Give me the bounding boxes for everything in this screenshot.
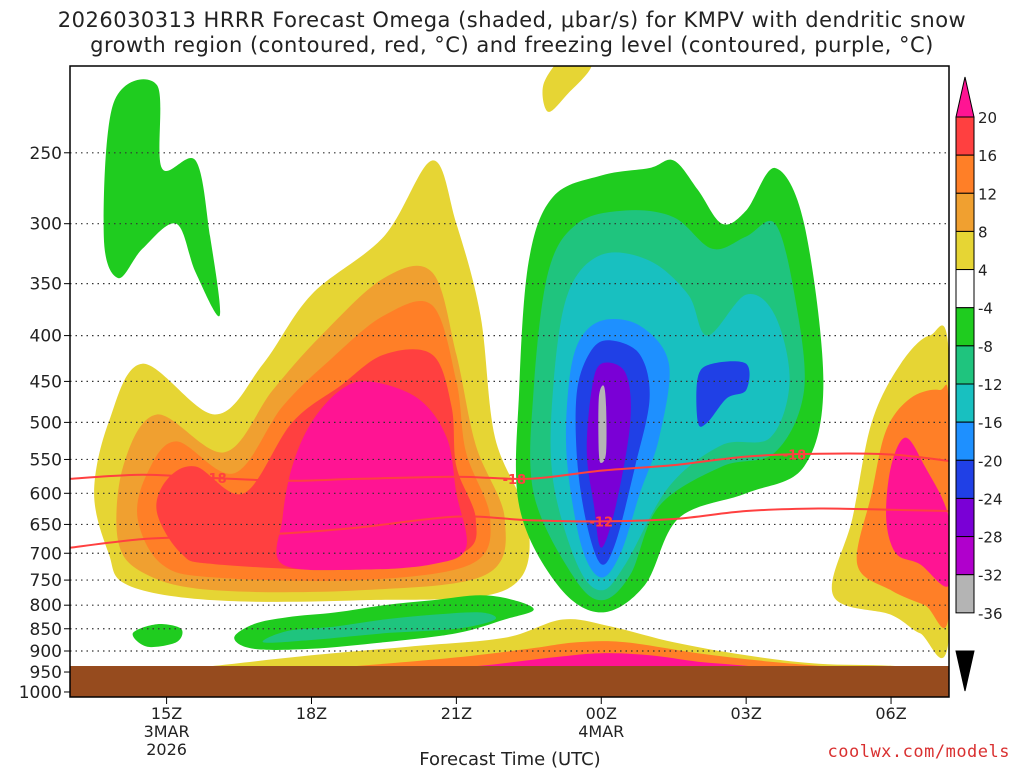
x-tick-date-15Z: 3MAR [144,722,190,741]
colorbar-segment-5 [955,307,975,347]
colorbar-segment-4 [955,269,975,309]
contour-line-1 [70,507,949,549]
y-tick-label-700: 700 [30,544,62,564]
x-tick-label-21Z: 21Z [441,704,472,723]
contour-line-0 [70,452,949,482]
colorbar-segment-2 [955,192,975,232]
colorbar-segment-6 [955,345,975,385]
colorbar-label-11: -28 [978,529,1003,547]
colorbar-label-9: -20 [978,452,1003,470]
ground-terrain [70,666,949,697]
site-credit[interactable]: coolwx.com/models [827,742,1010,762]
y-tick-label-1000: 1000 [19,683,62,703]
y-tick-label-400: 400 [30,327,62,347]
omega-region-15 [132,624,183,648]
colorbar-segment-12 [955,574,975,614]
contour-label-0-2: -18 [783,448,807,463]
colorbar-label-13: -36 [978,605,1003,623]
contour-label-1-0: -12 [590,515,614,530]
omega-region-12 [696,361,750,427]
colorbar-segment-9 [955,459,975,499]
temperature-contours: -18-18-18-120 [70,448,949,686]
colorbar-bottom-arrow [955,650,975,692]
colorbar-segment-3 [955,230,975,271]
colorbar-segment-11 [955,536,975,576]
colorbar: 20 16 12 8 4 -4 -8 -12 -16 -20 -24 -28 -32 -36 [955,76,1003,692]
omega-shading-layer [70,66,949,697]
x-tick-label-03Z: 03Z [730,704,761,723]
omega-region-10 [586,362,631,548]
y-tick-label-500: 500 [30,413,62,433]
colorbar-segment-8 [955,421,975,461]
colorbar-segment-1 [955,154,975,194]
omega-region-16 [103,79,221,317]
colorbar-label-7: -12 [978,376,1003,394]
colorbar-label-3: 8 [978,223,988,241]
y-tick-label-250: 250 [30,144,62,164]
colorbar-label-5: -4 [978,300,993,318]
y-tick-label-550: 550 [30,450,62,470]
contour-label-0-0: -18 [203,472,227,487]
omega-region-23 [542,66,592,112]
colorbar-segment-7 [955,383,975,423]
y-tick-label-900: 900 [30,642,62,662]
colorbar-segment-0 [955,116,975,156]
y-tick-label-600: 600 [30,484,62,504]
colorbar-label-12: -32 [978,567,1003,585]
y-tick-label-350: 350 [30,275,62,295]
x-tick-label-15Z: 15Z [151,704,182,723]
y-tick-label-850: 850 [30,620,62,640]
x-tick-year-15Z: 2026 [146,740,187,759]
x-tick-label-06Z: 06Z [875,704,906,723]
y-tick-label-750: 750 [30,571,62,591]
y-axis: 2503003504004505005506006507007508008509… [19,144,70,703]
y-tick-label-650: 650 [30,515,62,535]
colorbar-label-1: 16 [978,147,997,165]
colorbar-label-8: -16 [978,414,1003,432]
y-tick-label-950: 950 [30,663,62,683]
x-tick-label-18Z: 18Z [296,704,327,723]
omega-region-4 [276,381,467,571]
y-tick-label-300: 300 [30,215,62,235]
omega-region-14 [262,612,497,643]
omega-region-22 [886,437,949,587]
x-axis-label: Forecast Time (UTC) [419,749,600,768]
y-tick-label-450: 450 [30,372,62,392]
chart-title-line-2: growth region (contoured, red, °C) and f… [90,33,934,57]
x-tick-date-00Z: 4MAR [578,722,624,741]
colorbar-label-0: 20 [978,109,997,127]
colorbar-label-2: 12 [978,185,997,203]
y-tick-label-800: 800 [30,596,62,616]
colorbar-segment-10 [955,497,975,538]
omega-region-11 [598,385,607,464]
colorbar-label-6: -8 [978,338,993,356]
colorbar-top-arrow [955,76,975,118]
x-tick-label-00Z: 00Z [586,704,617,723]
contour-label-0-1: -18 [503,473,527,488]
colorbar-label-4: 4 [978,262,988,280]
colorbar-label-10: -24 [978,490,1003,508]
chart-title-line-1: 2026030313 HRRR Forecast Omega (shaded, … [57,8,967,32]
